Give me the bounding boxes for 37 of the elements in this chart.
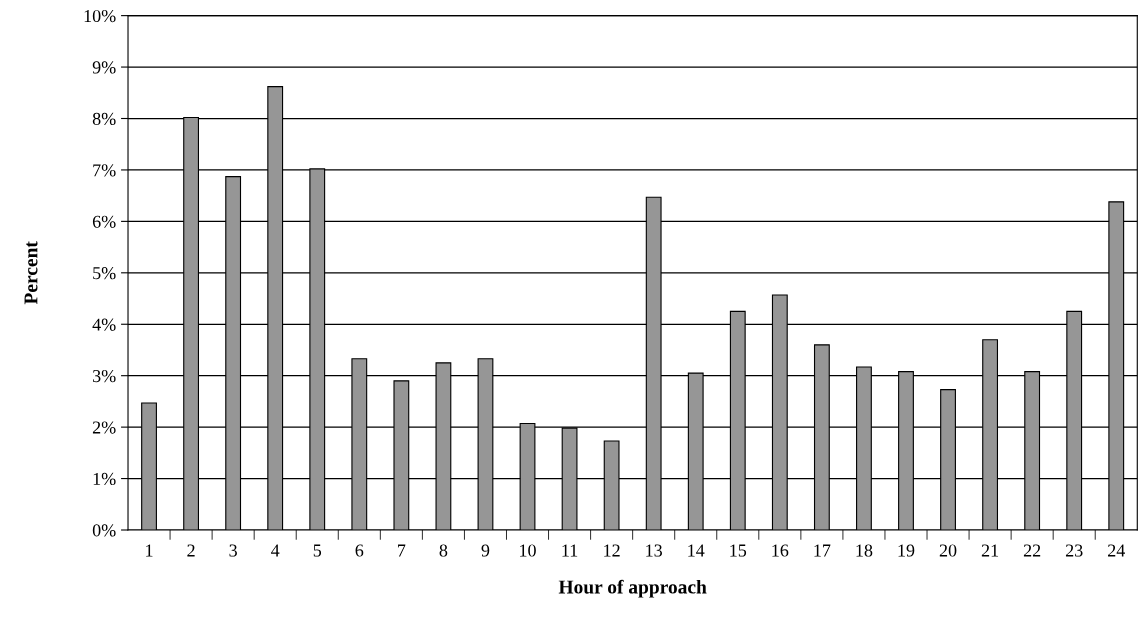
x-tick-label: 2	[187, 544, 195, 557]
x-tick-label: 7	[398, 544, 406, 557]
x-tick-label: 19	[898, 544, 915, 557]
x-tick-label: 15	[730, 544, 747, 557]
x-tick-label: 21	[981, 544, 999, 557]
y-tick-label: 7%	[93, 164, 116, 177]
y-tick-label: 2%	[92, 421, 116, 434]
x-tick-label: 3	[229, 544, 237, 557]
x-tick-label: 4	[271, 544, 280, 557]
y-tick-label: 6%	[92, 215, 116, 228]
x-tick-label: 22	[1023, 544, 1041, 557]
y-tick-label: 5%	[93, 267, 116, 280]
x-tick-label: 16	[772, 544, 789, 557]
x-tick-label: 17	[814, 544, 831, 557]
x-tick-label: 23	[1065, 544, 1083, 557]
y-tick-label: 8%	[92, 112, 116, 125]
x-tick-label: 5	[313, 544, 322, 557]
x-axis-title: Hour of approach	[558, 579, 707, 598]
x-tick-label: 1	[146, 544, 153, 557]
y-tick-label: 3%	[93, 369, 116, 383]
x-tick-label: 14	[688, 544, 705, 557]
y-tick-label: 10%	[84, 9, 116, 23]
x-tick-label: 24	[1108, 544, 1125, 557]
y-tick-label: 0%	[92, 524, 116, 537]
x-tick-label: 20	[939, 544, 957, 557]
x-tick-label: 8	[439, 544, 448, 557]
y-tick-label: 1%	[93, 472, 116, 486]
x-tick-label: 18	[856, 544, 873, 557]
y-axis-title: Percent	[24, 241, 38, 305]
y-tick-label: 9%	[92, 61, 116, 74]
x-tick-label: 13	[646, 544, 662, 557]
x-tick-label: 12	[604, 544, 620, 557]
y-tick-label: 4%	[92, 318, 116, 331]
x-tick-label: 10	[520, 544, 536, 557]
x-tick-label: 6	[355, 544, 364, 557]
x-tick-label: 9	[481, 544, 490, 557]
x-tick-label: 11	[562, 544, 578, 557]
